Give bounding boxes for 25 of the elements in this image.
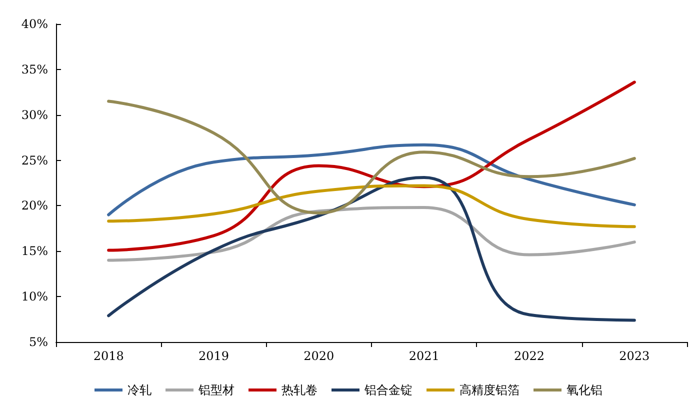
line-series — [107, 206, 636, 262]
y-tick-label: 30% — [21, 108, 48, 122]
y-tick-label: 35% — [21, 62, 48, 76]
y-tick-label: 10% — [21, 290, 48, 304]
y-tick-label: 5% — [28, 335, 48, 349]
x-tick-label: 2022 — [514, 349, 545, 363]
line-series — [107, 143, 636, 216]
y-tick-label: 25% — [21, 153, 48, 168]
line-series — [107, 176, 636, 322]
line-series — [107, 184, 636, 228]
x-tick-label: 2019 — [198, 349, 230, 363]
legend-label: 高精度铝箔 — [460, 383, 520, 397]
y-tick-label: 40% — [21, 17, 48, 31]
x-tick-label: 2023 — [619, 349, 650, 363]
x-tick-label: 2018 — [93, 349, 124, 363]
x-tick-label: 2021 — [408, 349, 440, 363]
y-tick-label: 15% — [21, 244, 48, 258]
legend-label: 热轧卷 — [282, 383, 318, 397]
line-series — [107, 100, 636, 214]
y-tick-label: 20% — [21, 198, 48, 213]
legend-label: 铝型材 — [198, 383, 234, 397]
legend-label: 氧化铝 — [566, 383, 602, 397]
x-tick-label: 2020 — [304, 349, 334, 363]
legend-label: 冷轧 — [128, 383, 152, 397]
legend-label: 铝合金锭 — [364, 383, 412, 397]
